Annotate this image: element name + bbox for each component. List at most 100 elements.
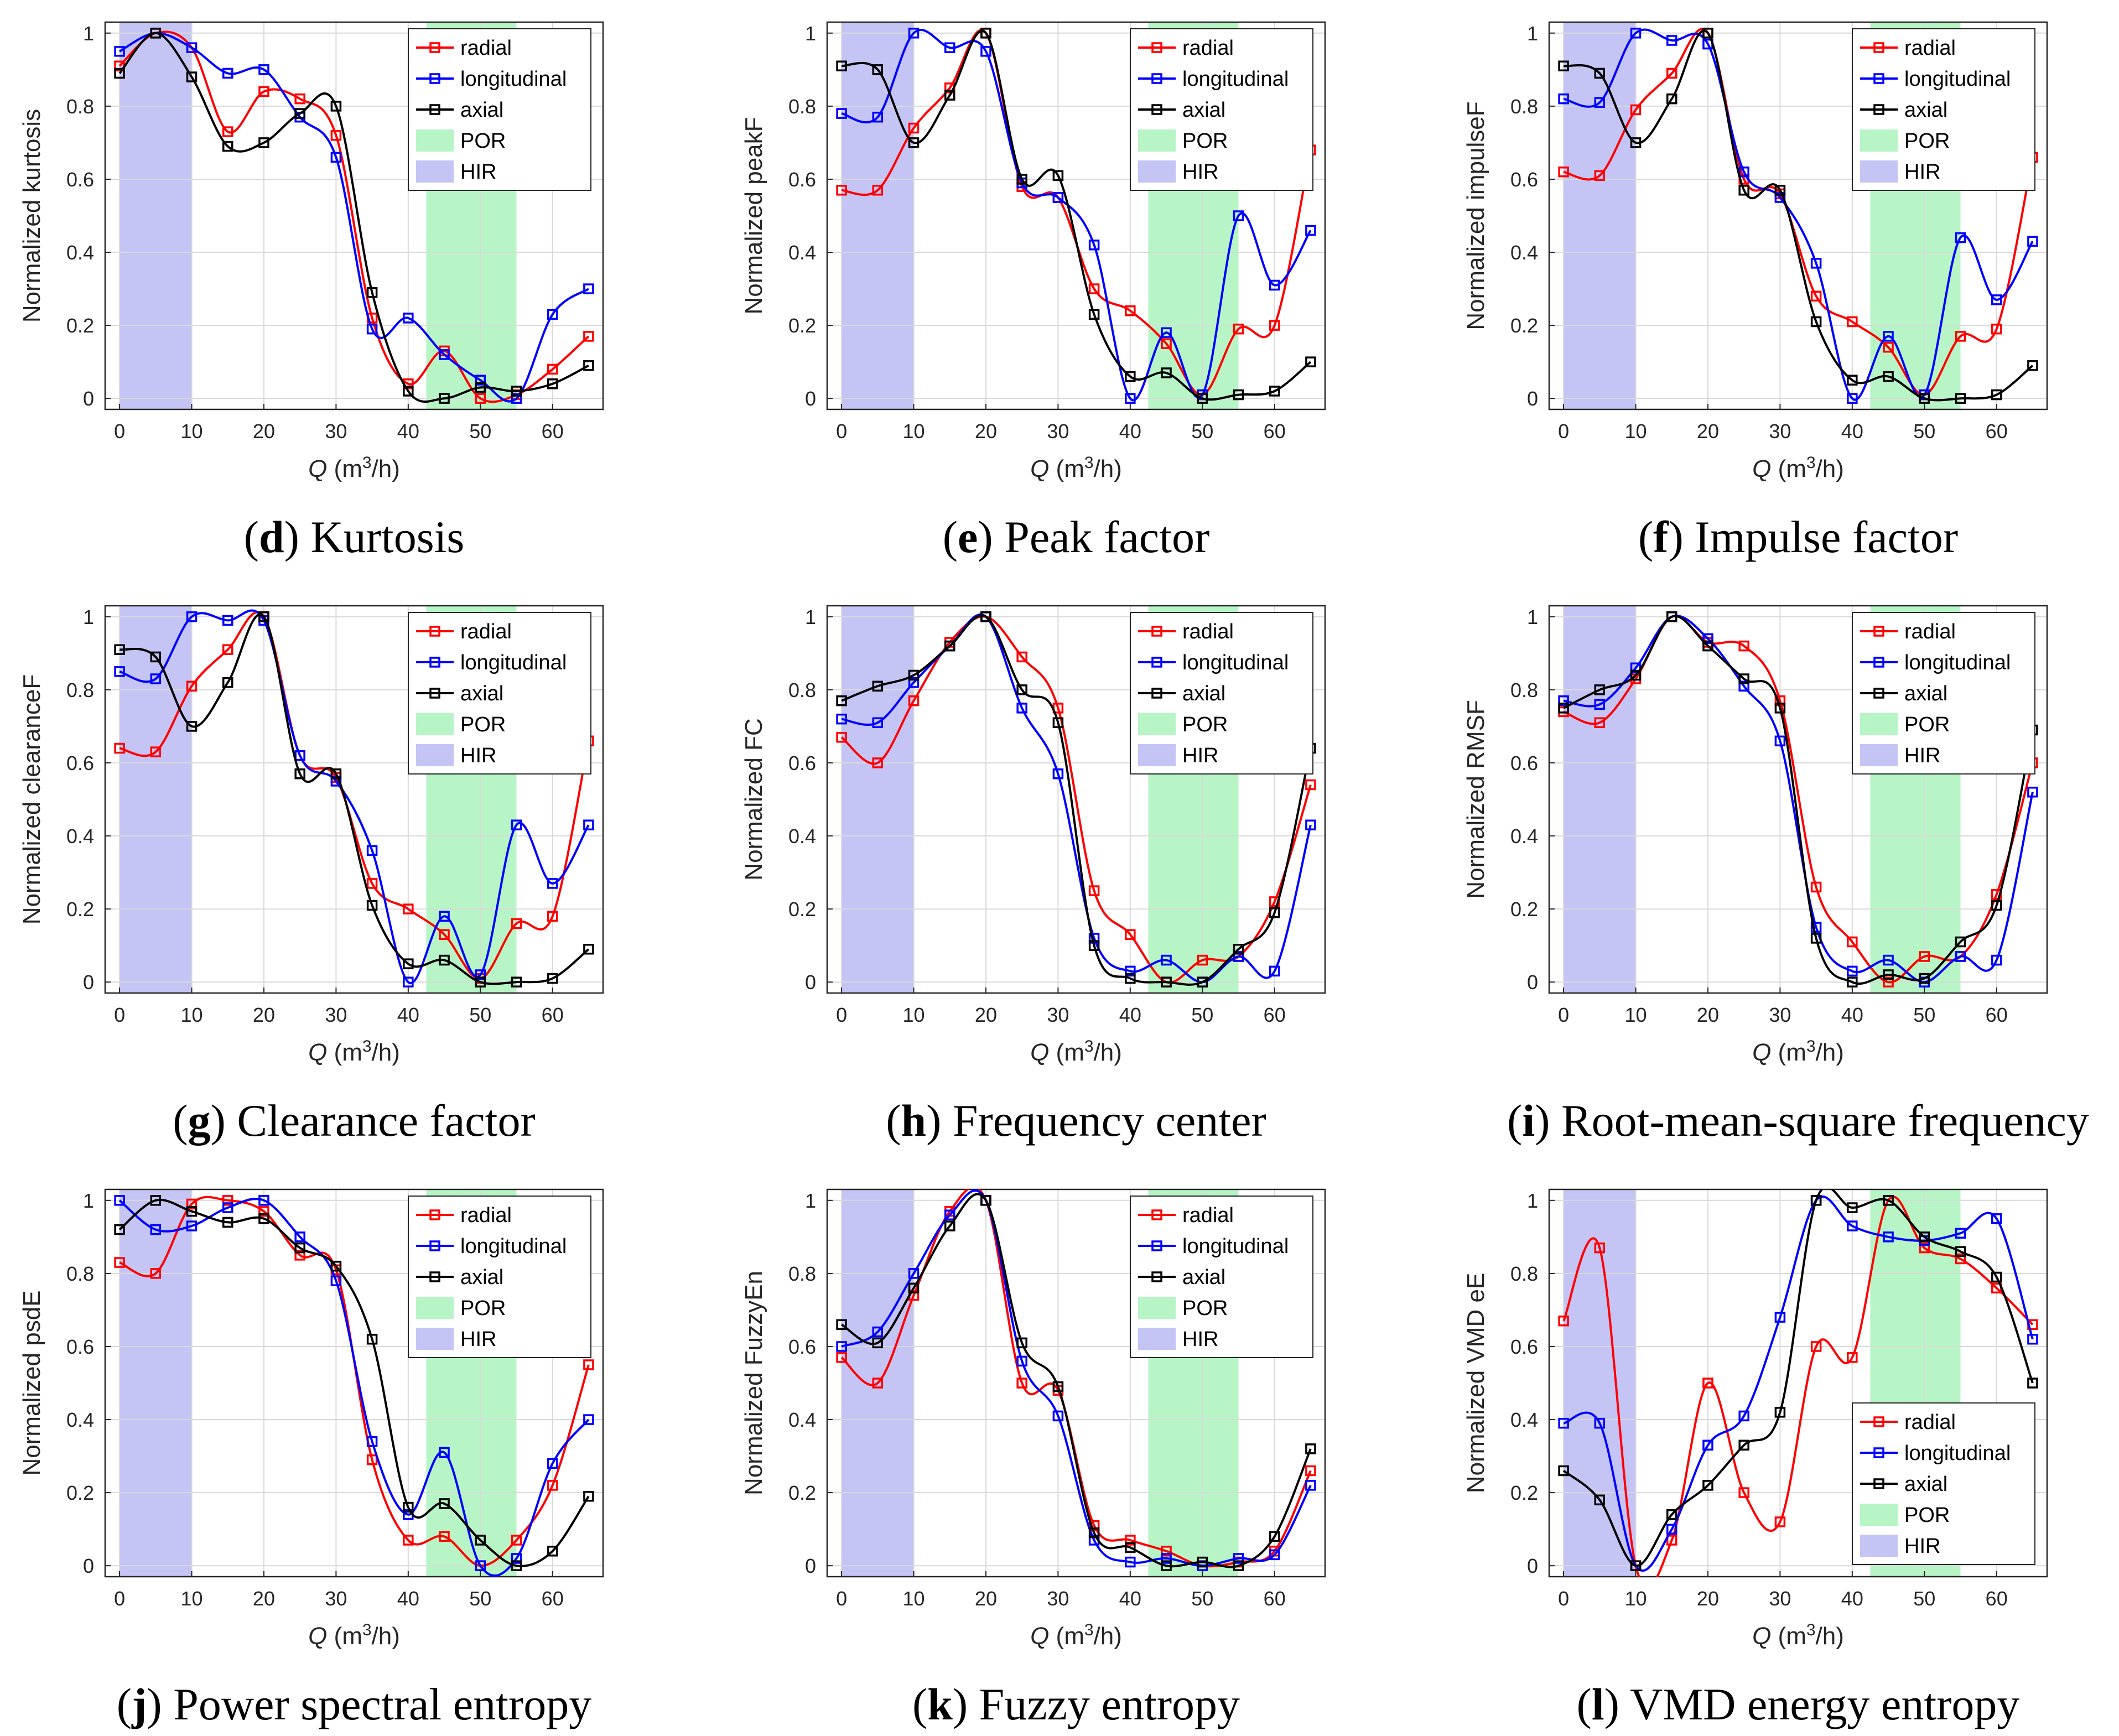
series-line-longitudinal bbox=[841, 1189, 1312, 1567]
legend-label-radial: radial bbox=[1182, 1204, 1234, 1227]
y-axis-label: Normalized impulseF bbox=[1462, 101, 1489, 330]
data-point-longitudinal bbox=[1125, 393, 1136, 404]
x-axis-label: Q (m3/h) bbox=[1752, 1621, 1844, 1650]
data-point-axial bbox=[475, 382, 486, 393]
data-point-longitudinal bbox=[1558, 695, 1569, 706]
data-point-axial bbox=[1233, 1560, 1244, 1571]
hir-region bbox=[1564, 22, 1636, 409]
legend: radial longitudinal axial POR HIR bbox=[1852, 1402, 2035, 1565]
data-point-radial bbox=[1016, 651, 1027, 663]
x-tick-label: 60 bbox=[542, 1004, 564, 1026]
data-point-axial bbox=[908, 137, 920, 148]
data-point-axial bbox=[1774, 703, 1786, 714]
data-point-axial bbox=[1088, 309, 1100, 320]
data-point-radial bbox=[1991, 323, 2002, 335]
data-point-axial bbox=[1738, 673, 1749, 684]
data-point-radial bbox=[222, 1195, 233, 1206]
data-point-longitudinal bbox=[1955, 232, 1966, 243]
data-point-radial bbox=[1305, 1465, 1316, 1477]
y-tick-label: 0.4 bbox=[788, 1408, 816, 1431]
data-point-axial bbox=[583, 1490, 594, 1502]
data-point-longitudinal bbox=[1702, 1439, 1713, 1451]
legend-label-radial: radial bbox=[1182, 37, 1234, 60]
y-tick-label: 0.2 bbox=[66, 898, 94, 921]
legend-patch-HIR bbox=[1138, 160, 1176, 183]
y-tick-label: 0.6 bbox=[66, 1335, 94, 1358]
x-tick-label: 50 bbox=[469, 1587, 491, 1610]
data-point-longitudinal bbox=[258, 64, 269, 75]
y-tick-label: 0 bbox=[1527, 1555, 1538, 1577]
series-line-axial bbox=[1563, 29, 2034, 402]
data-point-radial bbox=[439, 1531, 450, 1542]
data-point-longitudinal bbox=[908, 677, 920, 688]
series-line-longitudinal bbox=[841, 29, 1312, 402]
panel-caption: (g) Clearance factor bbox=[173, 1095, 536, 1146]
data-point-longitudinal bbox=[1883, 331, 1894, 342]
y-tick-label: 1 bbox=[805, 22, 816, 45]
series-line-axial bbox=[841, 614, 1312, 986]
data-point-radial bbox=[1810, 290, 1822, 302]
legend-label-radial: radial bbox=[460, 37, 512, 60]
data-point-longitudinal bbox=[2027, 1334, 2038, 1345]
data-point-longitudinal bbox=[330, 152, 342, 163]
x-tick-label: 30 bbox=[325, 1587, 347, 1610]
data-point-longitudinal bbox=[114, 666, 125, 677]
data-point-axial bbox=[258, 137, 269, 148]
data-point-radial bbox=[872, 757, 884, 768]
y-tick-label: 0 bbox=[83, 387, 94, 410]
data-point-axial bbox=[1558, 60, 1569, 71]
data-point-longitudinal bbox=[583, 1414, 594, 1425]
legend-marker-radial bbox=[429, 42, 440, 53]
data-point-longitudinal bbox=[1016, 1355, 1027, 1367]
x-tick-label: 30 bbox=[1047, 1587, 1069, 1610]
data-point-axial bbox=[1738, 1439, 1749, 1451]
y-tick-label: 1 bbox=[1527, 1189, 1538, 1212]
legend-marker-radial bbox=[1873, 1416, 1884, 1427]
data-point-longitudinal bbox=[1052, 1410, 1064, 1422]
legend-label-axial: axial bbox=[1904, 682, 1947, 705]
data-point-axial bbox=[1847, 1202, 1858, 1213]
data-point-axial bbox=[1666, 1509, 1677, 1520]
legend-label-POR: POR bbox=[1182, 713, 1228, 736]
data-point-axial bbox=[1702, 1480, 1713, 1491]
x-tick-label: 30 bbox=[1769, 1587, 1791, 1610]
data-point-longitudinal bbox=[1269, 279, 1280, 291]
data-point-axial bbox=[908, 669, 920, 681]
x-tick-label: 60 bbox=[1986, 420, 2008, 443]
legend-marker-longitudinal bbox=[1873, 73, 1884, 84]
data-point-axial bbox=[1991, 389, 2002, 401]
data-point-longitudinal bbox=[294, 1231, 305, 1243]
data-point-longitudinal bbox=[1666, 1524, 1677, 1535]
legend-patch-POR bbox=[1860, 129, 1898, 152]
data-point-axial bbox=[1847, 976, 1858, 987]
data-point-axial bbox=[1052, 170, 1064, 181]
legend-marker-radial bbox=[1873, 626, 1884, 637]
panel-caption: (k) Fuzzy entropy bbox=[912, 1679, 1240, 1729]
data-point-radial bbox=[872, 1378, 884, 1389]
data-point-axial bbox=[1883, 1195, 1894, 1206]
data-point-axial bbox=[1883, 969, 1894, 980]
hir-region bbox=[120, 1189, 192, 1577]
x-tick-label: 50 bbox=[1191, 1587, 1213, 1610]
data-point-radial bbox=[1955, 1253, 1966, 1265]
data-point-longitudinal bbox=[222, 1202, 233, 1213]
x-tick-label: 60 bbox=[542, 1587, 564, 1610]
legend-marker-axial bbox=[1151, 104, 1162, 115]
data-point-longitudinal bbox=[366, 845, 378, 856]
y-tick-label: 0.4 bbox=[1510, 241, 1538, 264]
data-point-radial bbox=[1666, 1535, 1677, 1546]
data-point-longitudinal bbox=[366, 323, 378, 335]
data-point-axial bbox=[872, 680, 884, 692]
data-point-radial bbox=[1558, 1315, 1569, 1327]
data-point-axial bbox=[1594, 684, 1606, 695]
chart-panel-f: 0 10 20 30 40 50 60 0 0.2 0.4 0.6 0.8 1 Normalized im… bbox=[1462, 21, 2048, 562]
legend-label-POR: POR bbox=[1182, 1297, 1228, 1320]
data-point-longitudinal bbox=[1738, 167, 1749, 178]
data-point-radial bbox=[150, 746, 162, 757]
data-point-longitudinal bbox=[1052, 192, 1064, 203]
hir-region bbox=[120, 22, 192, 409]
data-point-longitudinal bbox=[114, 46, 125, 57]
x-tick-label: 30 bbox=[1047, 1004, 1069, 1026]
data-point-axial bbox=[1810, 1195, 1822, 1206]
data-point-axial bbox=[114, 1224, 125, 1235]
